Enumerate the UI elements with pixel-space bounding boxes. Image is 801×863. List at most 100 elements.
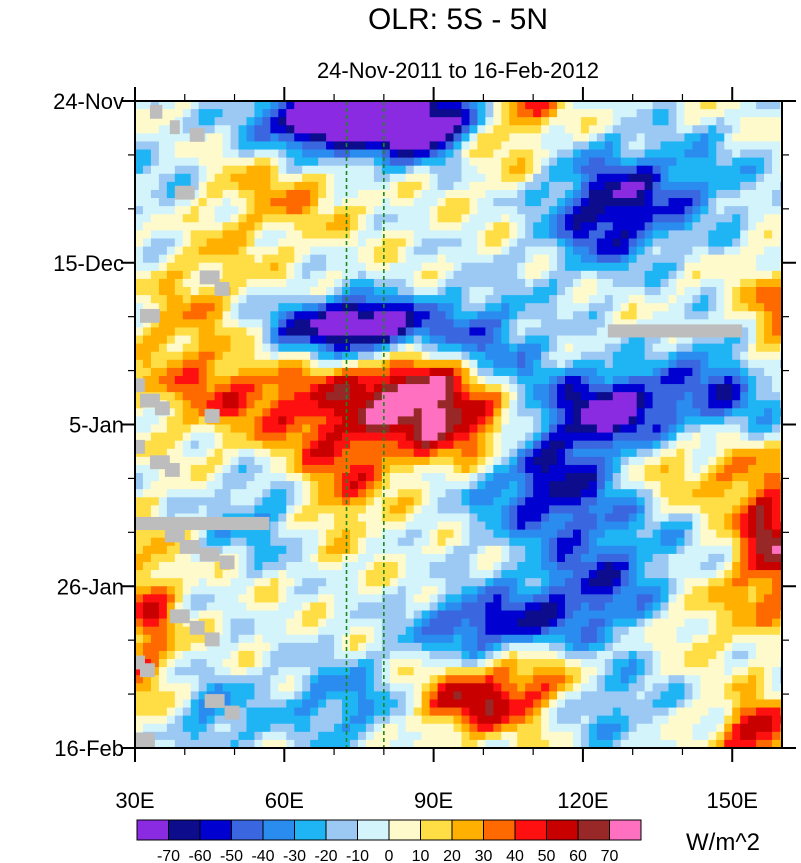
heatmap-cell xyxy=(350,424,359,434)
heatmap-cell xyxy=(238,125,248,134)
heatmap-cell xyxy=(604,343,614,353)
heatmap-cell xyxy=(350,481,359,490)
heatmap-cell xyxy=(254,133,264,143)
heatmap-cell xyxy=(676,408,686,418)
heatmap-cell xyxy=(700,416,709,426)
heatmap-cell xyxy=(493,173,502,183)
heatmap-cell xyxy=(150,149,160,159)
heatmap-cell xyxy=(692,448,701,458)
heatmap-cell xyxy=(278,157,287,167)
heatmap-cell xyxy=(405,553,415,563)
heatmap-cell xyxy=(254,165,264,175)
heatmap-cell xyxy=(477,553,486,563)
heatmap-cell xyxy=(549,303,558,312)
heatmap-cell xyxy=(525,246,534,256)
heatmap-cell xyxy=(596,586,606,595)
heatmap-cell xyxy=(334,149,343,159)
heatmap-cell xyxy=(326,206,335,215)
heatmap-cell xyxy=(501,101,510,110)
heatmap-cell xyxy=(262,165,271,175)
heatmap-cell xyxy=(158,189,168,199)
heatmap-cell xyxy=(612,109,622,118)
heatmap-cell xyxy=(620,513,630,523)
heatmap-cell xyxy=(740,214,749,223)
heatmap-cell xyxy=(190,109,200,118)
heatmap-cell xyxy=(477,343,486,353)
heatmap-cell xyxy=(652,392,662,401)
heatmap-cell xyxy=(533,440,542,450)
heatmap-cell xyxy=(310,489,319,498)
heatmap-cell xyxy=(214,586,224,595)
heatmap-cell xyxy=(740,384,749,393)
heatmap-cell xyxy=(381,464,391,474)
heatmap-cell xyxy=(708,181,717,191)
heatmap-cell xyxy=(628,497,638,506)
heatmap-cell xyxy=(389,165,399,175)
heatmap-cell xyxy=(350,473,359,482)
heatmap-cell xyxy=(437,262,447,272)
heatmap-cell xyxy=(142,157,152,167)
heatmap-cell xyxy=(644,181,654,191)
heatmap-cell xyxy=(182,278,192,288)
heatmap-cell xyxy=(636,278,646,288)
heatmap-cell xyxy=(724,424,733,434)
heatmap-cell xyxy=(397,529,407,539)
heatmap-cell xyxy=(190,473,200,482)
heatmap-cell xyxy=(262,246,271,256)
heatmap-cell xyxy=(429,359,439,369)
heatmap-cell xyxy=(588,529,598,539)
heatmap-cell xyxy=(748,367,757,377)
heatmap-cell xyxy=(198,359,208,369)
heatmap-cell xyxy=(620,481,630,490)
heatmap-cell xyxy=(166,473,176,482)
heatmap-cell xyxy=(318,553,327,563)
heatmap-cell xyxy=(748,254,757,264)
heatmap-cell xyxy=(326,529,335,539)
heatmap-cell xyxy=(421,157,431,167)
heatmap-cell xyxy=(365,133,375,143)
heatmap-cell xyxy=(509,278,518,288)
heatmap-cell xyxy=(501,545,510,555)
heatmap-cell xyxy=(381,367,391,377)
heatmap-cell xyxy=(150,561,160,571)
heatmap-cell xyxy=(565,117,574,126)
heatmap-cell xyxy=(525,278,534,288)
heatmap-cell xyxy=(310,287,319,296)
heatmap-cell xyxy=(350,513,359,523)
heatmap-cell xyxy=(445,181,455,191)
heatmap-cell xyxy=(326,416,335,426)
heatmap-cell xyxy=(716,157,725,167)
heatmap-cell xyxy=(373,335,383,345)
heatmap-cell xyxy=(700,473,709,482)
heatmap-cell xyxy=(572,513,582,523)
heatmap-cell xyxy=(405,375,415,385)
heatmap-cell xyxy=(413,189,423,199)
heatmap-cell xyxy=(405,117,415,126)
heatmap-cell xyxy=(580,109,590,118)
heatmap-cell xyxy=(549,254,558,264)
heatmap-cell xyxy=(684,222,694,231)
heatmap-cell xyxy=(501,206,510,215)
heatmap-cell xyxy=(222,157,232,167)
heatmap-cell xyxy=(541,214,550,223)
heatmap-cell xyxy=(493,497,502,506)
heatmap-cell xyxy=(724,448,733,458)
heatmap-cell xyxy=(365,432,375,442)
heatmap-cell xyxy=(501,513,510,523)
heatmap-cell xyxy=(668,553,678,563)
heatmap-cell xyxy=(214,101,224,110)
heatmap-cell xyxy=(350,545,359,555)
heatmap-cell xyxy=(541,181,550,191)
heatmap-cell xyxy=(182,375,192,385)
heatmap-cell xyxy=(174,278,184,288)
heatmap-cell xyxy=(437,270,447,280)
heatmap-cell xyxy=(533,537,542,547)
heatmap-cell xyxy=(724,489,733,498)
heatmap-cell xyxy=(485,359,494,369)
heatmap-cell xyxy=(644,133,654,143)
heatmap-cell xyxy=(469,359,479,369)
heatmap-cell xyxy=(294,238,303,248)
heatmap-cell xyxy=(389,246,399,256)
heatmap-cell xyxy=(541,529,550,539)
heatmap-cell xyxy=(748,408,757,418)
